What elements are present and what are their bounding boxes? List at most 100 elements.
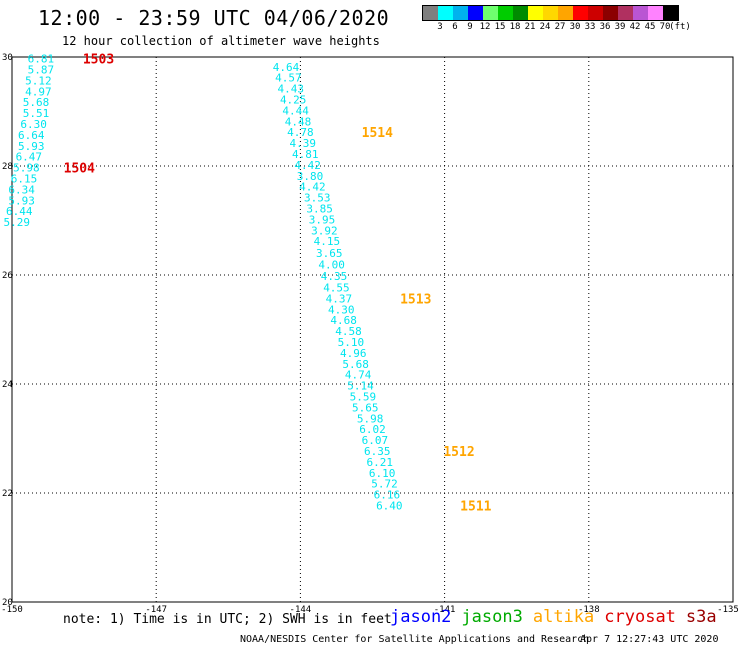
axis-ticks: -150 -147 -144 -141 -138 -135 30 28 26 24 22 20 [1,53,739,615]
legend-swatch [618,6,633,20]
wave-height-value: 5.98 [357,412,384,425]
wave-height-value: 5.87 [28,64,55,77]
legend-swatches [422,5,679,21]
wave-height-value: 5.10 [338,336,365,349]
wave-height-value: 6.44 [6,205,33,218]
wave-height-value: 6.47 [16,151,43,164]
wave-height-value: 4.43 [278,83,305,96]
legend-swatch [513,6,528,20]
wave-height-value: 6.34 [8,183,35,196]
chart-title: 12:00 - 23:59 UTC 04/06/2020 [38,6,390,30]
x-tick-label: -135 [717,605,739,615]
wave-height-value: 6.16 [374,489,401,502]
x-tick-label: -150 [1,605,23,615]
wave-height-value: 6.64 [18,129,45,142]
legend-label: 6 [452,22,458,32]
x-tick-label: -138 [578,605,600,615]
time-label: 1503 [83,53,114,68]
y-tick-label: 22 [2,489,13,499]
legend-swatch [663,6,678,20]
legend-swatch [633,6,648,20]
legend-swatch [558,6,573,20]
wave-height-value: 5.12 [25,74,52,87]
wave-height-value: 6.81 [28,53,55,66]
wave-height-value: 6.10 [369,467,396,480]
legend-label: 30 [569,22,581,32]
legend-label: 42 [629,22,641,32]
satellite-label: jason3 [461,607,523,627]
legend-label: 70 [659,22,671,32]
wave-height-value: 5.59 [350,391,377,404]
wave-height-value: 6.35 [364,445,391,458]
y-tick-label: 20 [2,598,13,608]
time-labels: 1503 1504 1514 1513 1512 1511 [64,53,492,515]
legend-swatch [648,6,663,20]
wave-height-value: 5.93 [8,194,35,207]
color-legend: 3 6 9 12 15 18 21 24 27 30 33 36 39 42 45 70 (ft) [422,5,691,35]
time-label: 1511 [460,500,491,515]
generated-timestamp: Apr 7 12:27:43 UTC 2020 [580,634,719,645]
wave-height-value: 4.81 [292,148,319,161]
wave-height-value: 3.85 [306,203,333,216]
legend-swatch [573,6,588,20]
x-tick-label: -144 [290,605,312,615]
grid-lines [12,57,733,602]
plot-frame [11,56,734,603]
wave-height-value: 6.07 [362,434,389,447]
wave-height-values: 6.815.875.124.975.685.516.306.645.936.47… [4,53,403,513]
y-tick-label: 24 [2,380,13,390]
legend-label: 15 [494,22,506,32]
legend-swatch [588,6,603,20]
legend-label: 45 [644,22,656,32]
y-tick-label: 26 [2,271,13,281]
time-label: 1504 [64,162,95,177]
wave-height-value: 6.30 [20,118,47,131]
legend-label: 3 [437,22,443,32]
wave-height-value: 3.53 [304,192,331,205]
legend-swatch [468,6,483,20]
legend-swatch [528,6,543,20]
wave-height-value: 4.37 [326,292,353,305]
legend-label: 33 [584,22,596,32]
legend-label: 9 [467,22,473,32]
wave-height-value: 4.42 [299,181,326,194]
wave-height-value: 5.65 [352,401,379,414]
wave-height-value: 4.15 [314,235,341,248]
footer-note: note: 1) Time is in UTC; 2) SWH is in fe… [63,612,392,627]
wave-height-value: 5.98 [13,162,40,175]
time-label: 1512 [443,445,474,460]
legend-swatch [423,6,438,20]
wave-height-value: 6.21 [366,456,393,469]
wave-height-value: 3.95 [309,213,336,226]
satellite-label: s3a [685,607,717,627]
wave-height-value: 3.65 [316,247,343,260]
legend-label: (ft) [669,22,691,32]
wave-height-value: 5.68 [23,96,50,109]
wave-height-value: 4.78 [287,126,314,139]
legend-label: 21 [524,22,536,32]
chart-subtitle: 12 hour collection of altimeter wave hei… [62,34,380,48]
time-label: 1514 [362,126,393,141]
wave-height-value: 5.93 [18,140,45,153]
wave-height-value: 5.51 [23,107,50,120]
wave-height-value: 4.00 [318,259,345,272]
wave-height-value: 3.80 [297,170,324,183]
legend-labels: 3 6 9 12 15 18 21 24 27 30 33 36 39 42 45 70 (ft) [422,21,691,35]
legend-label: 27 [554,22,566,32]
legend-label: 39 [614,22,626,32]
legend-label: 18 [509,22,521,32]
wave-height-value: 4.96 [340,347,367,360]
wave-height-value: 4.57 [275,72,302,85]
wave-height-value: 4.55 [323,282,350,295]
y-tick-label: 30 [2,53,13,63]
legend-swatch [498,6,513,20]
legend-swatch [453,6,468,20]
wave-height-value: 4.44 [282,104,309,117]
wave-height-value: 5.29 [4,216,31,229]
satellite-label: cryosat [604,607,676,627]
y-tick-label: 28 [2,162,13,172]
wave-height-value: 4.68 [330,314,357,327]
wave-height-value: 4.25 [280,94,307,107]
legend-label: 24 [539,22,551,32]
